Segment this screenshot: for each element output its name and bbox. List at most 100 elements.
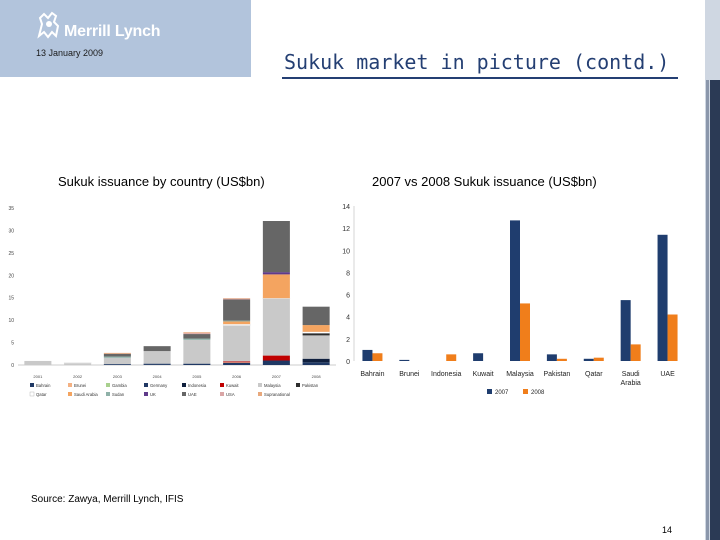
page-number: 14 [662,525,673,535]
chart2-bar [510,220,520,361]
chart1-x-tick-label: 2007 [272,374,282,379]
slide-title: Sukuk market in picture (contd.) [284,50,670,74]
chart2-bar [657,234,668,361]
chart2-x-tick-label: Brunei [399,371,420,378]
chart2-bar [667,314,678,361]
chart2-y-tick-label: 10 [342,248,350,255]
chart1-legend-swatch [106,392,110,396]
chart1-x-tick-label: 2003 [113,374,123,379]
chart1-bar-segment [223,298,251,300]
chart1-y-tick-label: 5 [11,341,14,347]
chart2-bar [593,357,604,361]
chart1-bar-segment [302,335,330,359]
chart1-x-tick-label: 2006 [232,374,242,379]
chart1-bar-segment [143,363,171,365]
chart1-bar-segment [223,361,251,363]
chart1-bar-segment [103,353,131,357]
chart2-x-tick-label: Pakistan [543,371,570,378]
chart1-legend-label: USA [226,392,235,397]
chart1-bar-segment [183,338,211,340]
chart1-bar-segment [183,333,211,335]
chart1-legend-label: Qatar [36,392,47,397]
chart1-bar-segment [103,357,131,365]
chart2-bar [630,344,641,361]
chart2-bar [399,359,410,361]
chart1-legend-swatch [296,383,300,387]
chart2-bar [473,353,484,361]
chart2-bar [362,349,373,361]
chart1-legend-label: Bahrain [36,383,51,388]
chart2-title: 2007 vs 2008 Sukuk issuance (US$bn) [372,174,597,189]
chart2-bar [583,358,594,361]
chart1-legend-label: Malaysia [264,383,281,388]
chart1-bar-segment [262,221,290,273]
chart1-legend-label: Indonesia [188,383,207,388]
chart1-y-tick-label: 30 [8,228,14,234]
chart1-legend-label: Gambia [112,383,127,388]
chart2-y-tick-label: 14 [342,204,350,211]
chart1-legend-label: Brunei [74,383,86,388]
chart1-bar-segment [63,362,92,364]
chart2-bar [620,300,631,361]
chart1-bar-segment [262,274,290,299]
chart1-x-tick-label: 2005 [192,374,202,379]
chart1-y-tick-label: 25 [8,251,14,257]
report-date: 13 January 2009 [36,48,104,58]
chart1-bar-segment [223,362,251,363]
chart1-legend-label: UAE [188,392,197,397]
chart2-x-tick-label: Arabia [621,380,641,387]
chart1-legend-label: Supranational [264,392,290,397]
chart1-bar-segment [223,321,251,325]
chart2-x-tick-label: Kuwait [473,371,494,378]
chart2-x-tick-label: Malaysia [506,371,534,378]
chart1-bar-segment [223,299,251,321]
chart1-legend-label: Saudi Arabia [74,392,98,397]
chart1-bar-segment [262,360,290,365]
chart1-bar-segment [302,333,330,336]
chart1-y-tick-label: 0 [11,363,14,369]
chart1-legend-swatch [144,383,148,387]
chart2-y-tick-label: 12 [342,226,350,233]
chart1-x-tick-label: 2004 [153,374,163,379]
chart1-y-tick-label: 10 [8,318,14,324]
chart1-bar-segment [223,362,251,365]
chart1-x-tick-label: 2008 [312,374,322,379]
chart1-x-tick-label: 2001 [33,374,43,379]
chart1-legend-label: Pakistan [302,383,319,388]
chart2-x-tick-label: Bahrain [360,371,384,378]
chart1-legend-swatch [220,392,224,396]
chart1-bar-segment [103,364,131,365]
chart1-legend-swatch [182,383,186,387]
bull-logo-icon [37,11,60,39]
chart2-bar [556,358,567,361]
chart1-bar-segment [222,323,251,326]
chart2-y-tick-label: 2 [346,337,350,344]
title-underline [282,77,678,79]
chart1-y-tick-label: 20 [8,273,14,279]
chart1-legend-label: UK [150,392,156,397]
chart1-y-tick-label: 35 [8,206,14,212]
chart2-bar [446,354,457,361]
chart1-bar-segment [302,362,330,365]
chart1-bar-segment [262,297,291,299]
chart1-x-tick-label: 2002 [73,374,83,379]
chart2-y-tick-label: 6 [346,293,350,300]
chart1-legend-swatch [258,392,262,396]
chart1-bar-segment [262,298,290,356]
chart1-legend-swatch [68,383,72,387]
chart2-x-tick-label: UAE [660,371,675,378]
chart1-bar-segment [262,272,290,275]
chart1-bar-segment [302,331,330,334]
chart2-x-tick-label: Indonesia [431,371,461,378]
chart2-y-tick-label: 4 [346,315,350,322]
chart2-legend-label: 2007 [495,390,509,396]
chart1-bar-segment [143,346,171,352]
chart1-bar-segment [223,298,251,299]
chart2-legend-swatch [523,389,528,394]
chart1-bar-segment [103,352,131,354]
chart2-legend-label: 2008 [531,390,545,396]
chart1-legend-label: Sudan [112,392,125,397]
chart1-bar-segment [103,356,131,358]
chart1-legend-swatch [258,383,262,387]
chart1-bar-segment [302,325,330,332]
